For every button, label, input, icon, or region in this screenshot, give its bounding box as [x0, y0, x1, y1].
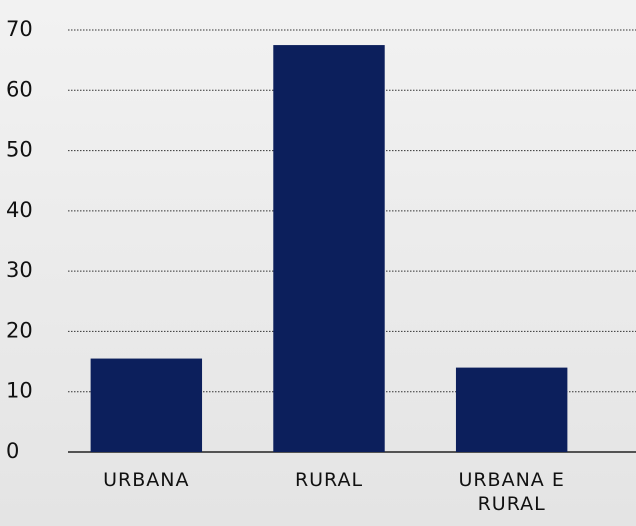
y-tick-label: 40 — [6, 198, 33, 222]
y-tick-label: 70 — [6, 17, 33, 41]
y-tick-label: 0 — [6, 439, 19, 463]
y-tick-label: 50 — [6, 138, 33, 162]
bar — [273, 45, 385, 452]
x-tick-label: URBANA E RURAL — [458, 469, 565, 515]
bar — [455, 367, 568, 452]
y-tick-label: 30 — [6, 258, 33, 282]
y-tick-label: 10 — [6, 379, 33, 403]
y-tick-label: 60 — [6, 77, 33, 101]
x-tick-label: URBANA — [103, 469, 190, 491]
bar — [90, 358, 203, 452]
x-tick-label: RURAL — [294, 469, 364, 491]
y-tick-label: 20 — [6, 318, 33, 342]
